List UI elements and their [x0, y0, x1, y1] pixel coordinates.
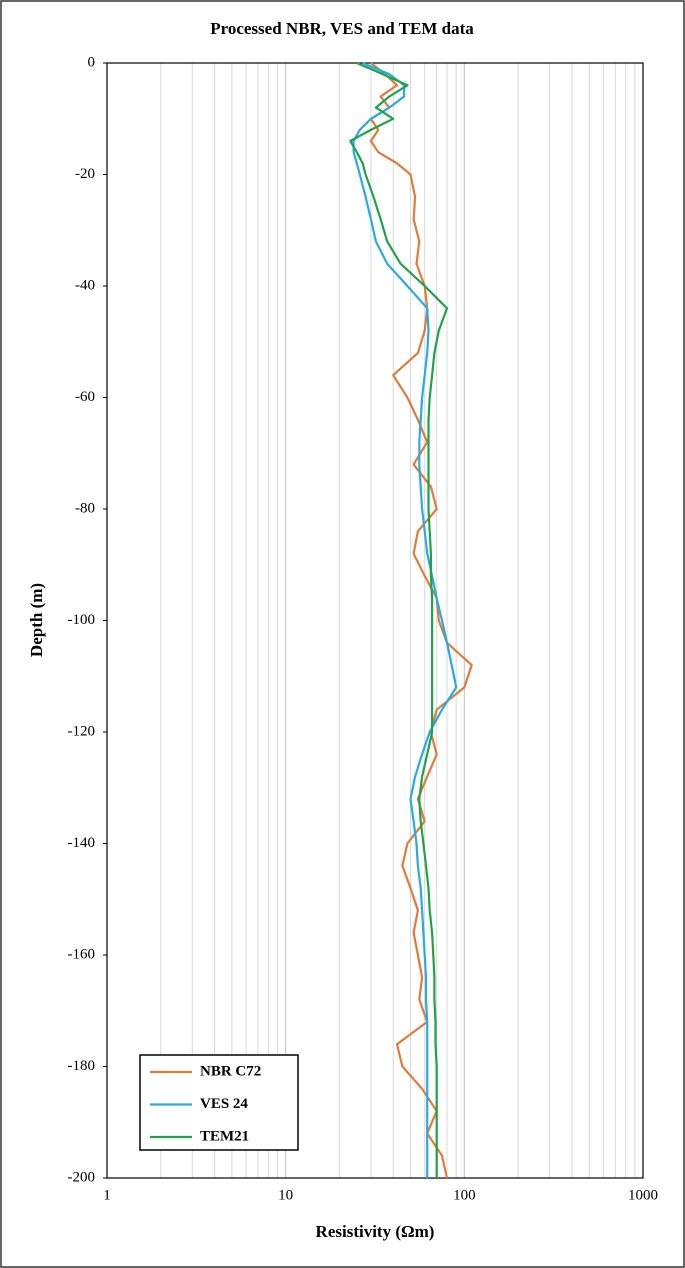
y-tick-label: -80 [75, 500, 95, 516]
y-tick-label: -160 [68, 946, 96, 962]
legend-box [139, 1054, 299, 1151]
y-tick-label: -100 [68, 612, 96, 628]
data-line [349, 61, 449, 1178]
y-tick-label: -60 [75, 389, 95, 405]
legend: NBR C72 VES 24 TEM21 [139, 1054, 299, 1151]
chart-title: Processed NBR, VES and TEM data [210, 19, 474, 38]
y-tick-label: 0 [88, 54, 96, 70]
x-tick-label: 10 [278, 1187, 293, 1203]
data-line [352, 61, 458, 1178]
plot-area [106, 62, 644, 1179]
legend-label: TEM21 [200, 1128, 249, 1144]
x-axis-label: Resistivity (Ωm) [316, 1222, 435, 1241]
data-line [369, 62, 473, 1179]
y-tick-label: -40 [75, 277, 95, 293]
y-tick-label: -140 [68, 835, 96, 851]
y-tick-label: -120 [68, 723, 96, 739]
x-tick-label: 1 [103, 1187, 111, 1203]
legend-label: NBR C72 [200, 1063, 261, 1079]
x-tick-label: 100 [453, 1187, 476, 1203]
y-tick-label: -200 [68, 1169, 96, 1185]
legend-label: VES 24 [200, 1096, 248, 1112]
y-axis-label: Depth (m) [27, 583, 46, 657]
y-tick-label: -180 [68, 1058, 96, 1074]
y-tick-label: -20 [75, 166, 95, 182]
x-tick-label: 1000 [628, 1187, 658, 1203]
